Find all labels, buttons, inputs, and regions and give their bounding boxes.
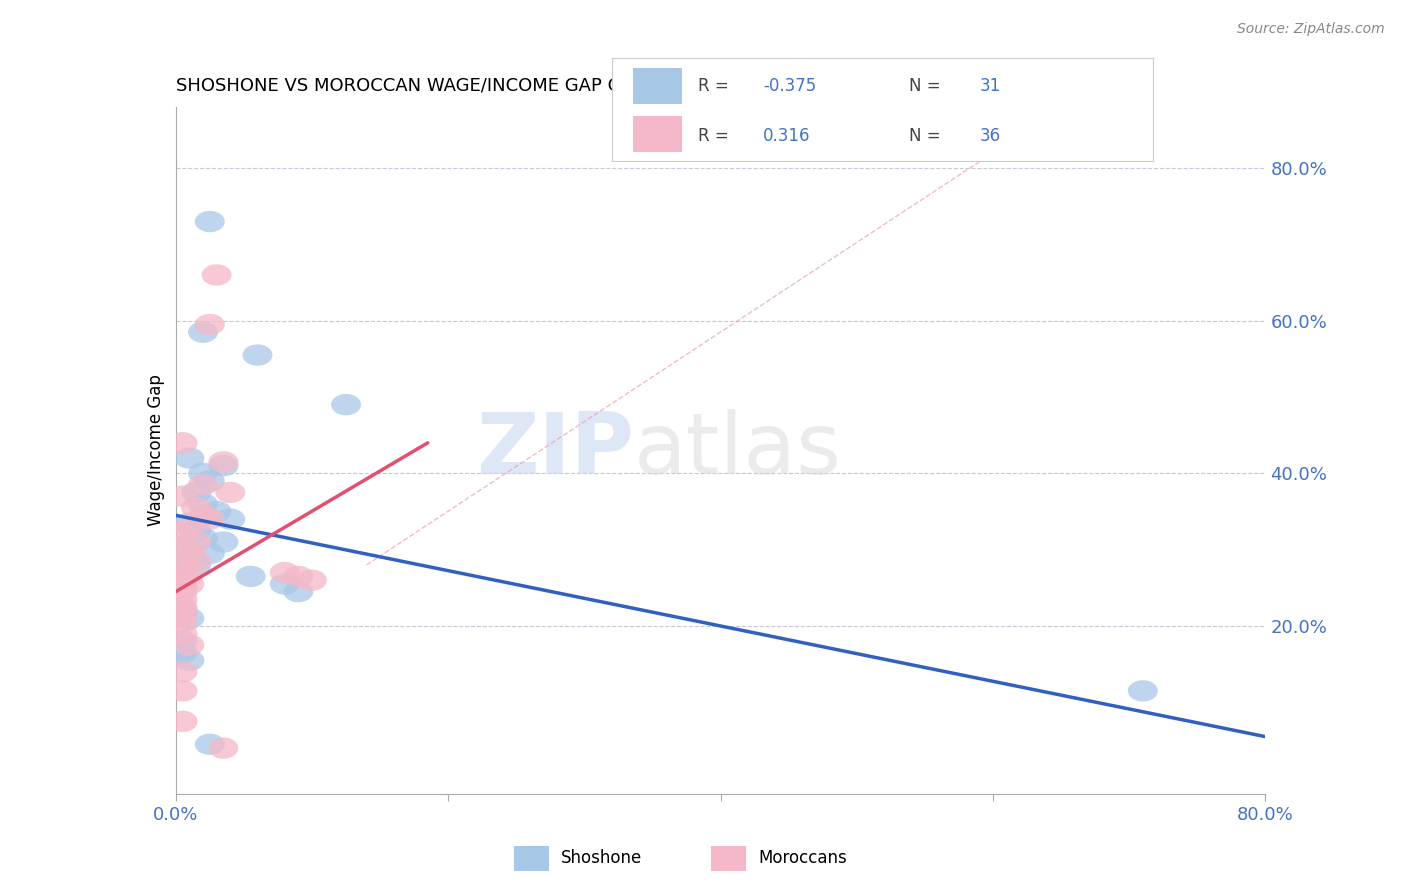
Ellipse shape (174, 448, 204, 469)
Text: Moroccans: Moroccans (758, 848, 846, 866)
Ellipse shape (167, 566, 197, 587)
Ellipse shape (167, 535, 197, 557)
Ellipse shape (167, 581, 197, 602)
Ellipse shape (181, 497, 211, 518)
Ellipse shape (181, 554, 211, 575)
Text: SHOSHONE VS MOROCCAN WAGE/INCOME GAP CORRELATION CHART: SHOSHONE VS MOROCCAN WAGE/INCOME GAP COR… (176, 77, 803, 95)
Ellipse shape (167, 596, 197, 617)
Text: R =: R = (699, 78, 734, 95)
Ellipse shape (167, 612, 197, 632)
Ellipse shape (188, 475, 218, 495)
FancyBboxPatch shape (515, 847, 550, 871)
Ellipse shape (167, 577, 197, 599)
Ellipse shape (167, 535, 197, 557)
Ellipse shape (215, 508, 245, 530)
Ellipse shape (174, 516, 204, 538)
Ellipse shape (174, 547, 204, 568)
Ellipse shape (270, 574, 299, 595)
Ellipse shape (195, 314, 225, 335)
Ellipse shape (188, 493, 218, 515)
Ellipse shape (167, 524, 197, 545)
Ellipse shape (174, 574, 204, 595)
Ellipse shape (167, 711, 197, 732)
Ellipse shape (208, 532, 239, 553)
Ellipse shape (174, 543, 204, 564)
FancyBboxPatch shape (633, 117, 682, 153)
Ellipse shape (188, 505, 218, 526)
Ellipse shape (330, 394, 361, 416)
Ellipse shape (174, 649, 204, 671)
Ellipse shape (195, 470, 225, 491)
Text: N =: N = (910, 78, 946, 95)
Ellipse shape (215, 482, 245, 503)
Ellipse shape (208, 738, 239, 759)
Ellipse shape (208, 455, 239, 476)
Text: Source: ZipAtlas.com: Source: ZipAtlas.com (1237, 22, 1385, 37)
Ellipse shape (174, 512, 204, 533)
Text: atlas: atlas (633, 409, 841, 492)
Ellipse shape (188, 463, 218, 484)
Ellipse shape (167, 623, 197, 644)
Ellipse shape (242, 344, 273, 366)
Ellipse shape (297, 569, 328, 591)
Ellipse shape (284, 581, 314, 602)
Ellipse shape (167, 554, 197, 575)
Ellipse shape (195, 508, 225, 530)
Text: N =: N = (910, 127, 946, 145)
Ellipse shape (174, 562, 204, 583)
Ellipse shape (174, 634, 204, 656)
Ellipse shape (167, 642, 197, 664)
Text: 31: 31 (980, 78, 1001, 95)
Text: 0.316: 0.316 (763, 127, 811, 145)
Ellipse shape (167, 589, 197, 610)
Ellipse shape (208, 451, 239, 473)
Text: ZIP: ZIP (475, 409, 633, 492)
Ellipse shape (195, 211, 225, 232)
Ellipse shape (181, 520, 211, 541)
Ellipse shape (181, 550, 211, 572)
FancyBboxPatch shape (633, 69, 682, 104)
Ellipse shape (201, 500, 232, 522)
Ellipse shape (195, 733, 225, 755)
Ellipse shape (284, 566, 314, 587)
Ellipse shape (167, 569, 197, 591)
Ellipse shape (167, 681, 197, 701)
Text: Shoshone: Shoshone (561, 848, 643, 866)
Ellipse shape (174, 607, 204, 629)
Ellipse shape (167, 631, 197, 652)
FancyBboxPatch shape (711, 847, 747, 871)
Ellipse shape (270, 562, 299, 583)
Ellipse shape (181, 532, 211, 553)
Ellipse shape (167, 661, 197, 682)
Ellipse shape (167, 604, 197, 625)
Ellipse shape (195, 543, 225, 564)
Y-axis label: Wage/Income Gap: Wage/Income Gap (146, 375, 165, 526)
Text: R =: R = (699, 127, 734, 145)
Ellipse shape (236, 566, 266, 587)
Ellipse shape (167, 432, 197, 453)
Ellipse shape (167, 600, 197, 622)
Ellipse shape (201, 264, 232, 285)
Ellipse shape (167, 550, 197, 572)
Text: 36: 36 (980, 127, 1001, 145)
Ellipse shape (188, 321, 218, 343)
Ellipse shape (1128, 681, 1157, 701)
Text: -0.375: -0.375 (763, 78, 817, 95)
Ellipse shape (188, 527, 218, 549)
Ellipse shape (167, 485, 197, 507)
Ellipse shape (181, 482, 211, 503)
